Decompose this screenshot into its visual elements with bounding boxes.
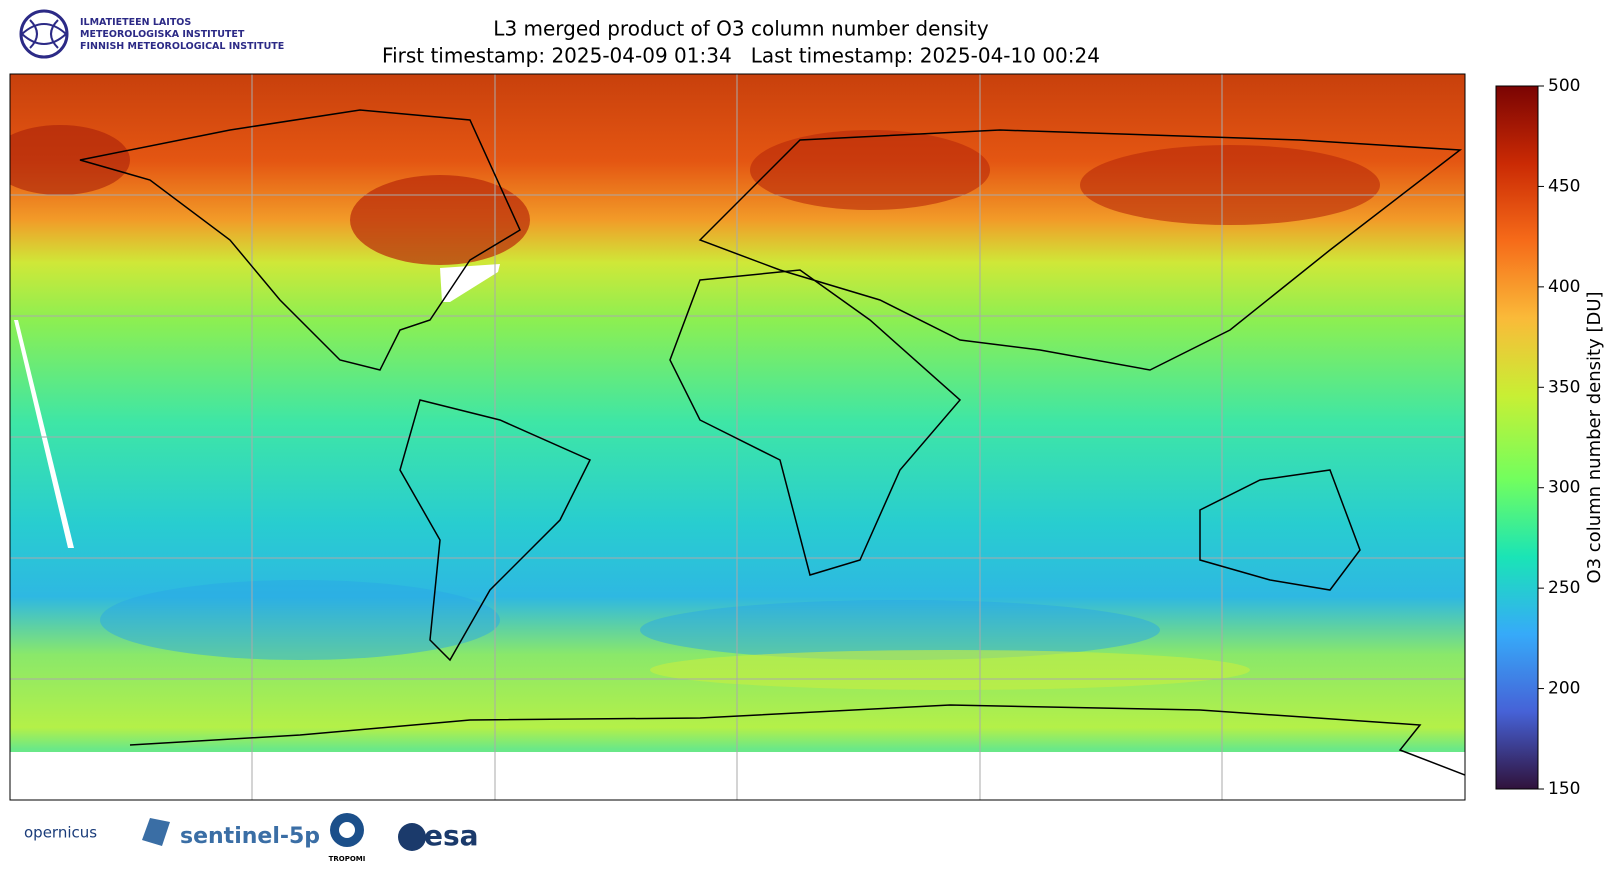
high-ozone	[750, 130, 990, 210]
high-ozone	[350, 175, 530, 265]
institute-name: ILMATIETEEN LAITOS METEOROLOGISKA INSTITU…	[80, 17, 284, 52]
colorbar-tick-label: 300	[1548, 478, 1580, 498]
subtitle: First timestamp: 2025-04-09 01:34 Last t…	[382, 44, 1100, 68]
fmi-logo: ILMATIETEEN LAITOS METEOROLOGISKA INSTITU…	[19, 9, 284, 59]
esa-logo: esa	[424, 819, 479, 852]
low-ozone	[100, 580, 500, 660]
institute-line: FINNISH METEOROLOGICAL INSTITUTE	[80, 41, 284, 52]
graticule	[10, 74, 1465, 800]
institute-line: METEOROLOGISKA INSTITUTET	[80, 29, 245, 40]
tropomi-icon	[339, 822, 355, 838]
high-ozone	[10, 125, 130, 195]
colorbar-tick-label: 500	[1548, 76, 1580, 96]
no-data	[14, 320, 74, 548]
colorbar-tick-label: 250	[1548, 578, 1580, 598]
low-ozone	[640, 600, 1160, 660]
title: L3 merged product of O3 column number de…	[493, 17, 989, 41]
colorbar-tick-label: 400	[1548, 277, 1580, 297]
coastlines	[79, 109, 1465, 776]
colorbar-label: O3 column number density [DU]	[1584, 291, 1605, 583]
esa-icon	[398, 823, 426, 851]
colorbar-tick-label: 350	[1548, 377, 1580, 397]
colorbar-tick-label: 150	[1548, 779, 1580, 799]
sentinel-logo: sentinel-5p	[180, 824, 320, 849]
mid-ozone	[650, 650, 1250, 690]
colorbar-tick-label: 200	[1548, 679, 1580, 699]
colorbar-ramp	[1495, 85, 1539, 790]
copernicus-logo: opernicus	[24, 824, 97, 842]
colorbar: O3 column number density [DU] 150 200 250 3…	[1495, 76, 1605, 799]
partner-logos: opernicus sentinel-5p TROPOMI esa	[24, 813, 479, 863]
colorbar-tick-label: 450	[1548, 176, 1580, 196]
high-ozone	[1080, 145, 1380, 225]
map-frame	[9, 73, 1466, 801]
tropomi-logo: TROPOMI	[329, 855, 366, 863]
no-data	[440, 264, 500, 302]
institute-line: ILMATIETEEN LAITOS	[80, 17, 191, 28]
sentinel-icon	[142, 818, 170, 846]
ozone-map	[10, 74, 1465, 800]
